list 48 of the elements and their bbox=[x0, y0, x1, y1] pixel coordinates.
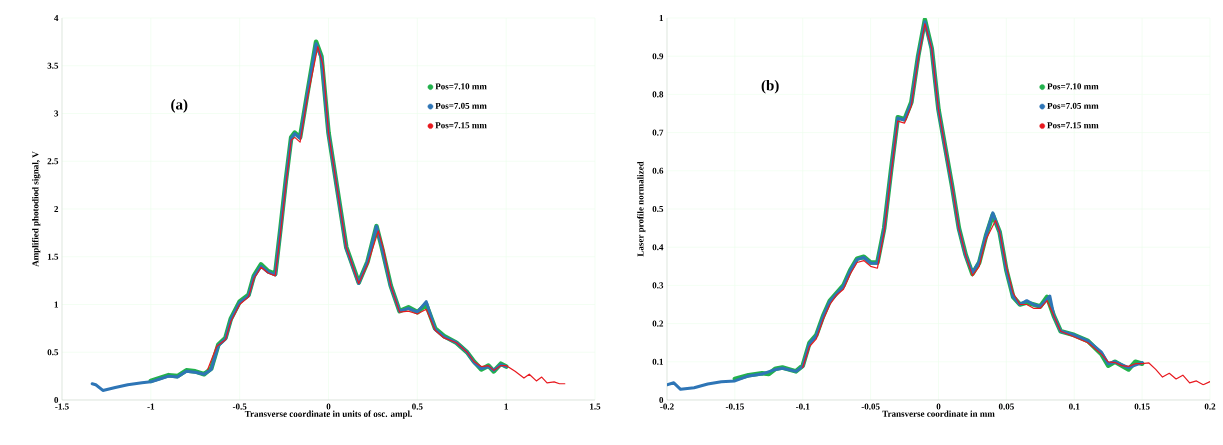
x-tick-label: -0.1 bbox=[795, 403, 810, 410]
y-tick-label: 0.6 bbox=[652, 167, 664, 174]
y-tick-label: 0.3 bbox=[652, 282, 664, 289]
x-tick-label: 1 bbox=[504, 403, 508, 410]
y-tick-label: 0 bbox=[54, 396, 59, 404]
legend-label: Pos=7.15 mm bbox=[435, 122, 487, 129]
x-tick-label: 1.5 bbox=[590, 403, 601, 410]
y-tick-label: 0 bbox=[659, 396, 664, 404]
y-tick-label: 0.5 bbox=[652, 205, 664, 213]
legend-label: Pos=7.05 mm bbox=[435, 102, 487, 109]
x-axis-title: Transverse coordinate in units of osc. ampl. bbox=[244, 410, 412, 419]
x-tick-label: 0 bbox=[936, 403, 941, 410]
x-tick-label: -0.05 bbox=[861, 403, 880, 410]
x-tick-label: 0.5 bbox=[412, 403, 423, 410]
x-tick-label: -1.5 bbox=[55, 403, 69, 410]
annotation: (b) bbox=[761, 79, 779, 94]
y-tick-label: 0.9 bbox=[652, 53, 664, 60]
y-tick-label: 1 bbox=[659, 15, 664, 21]
x-tick-label: 0.2 bbox=[1204, 403, 1216, 410]
y-tick-label: 0.7 bbox=[652, 129, 664, 136]
y-tick-label: 0.8 bbox=[652, 91, 664, 98]
y-tick-label: 0.1 bbox=[652, 358, 664, 365]
x-tick-label: -0.15 bbox=[725, 403, 744, 410]
legend-label: Pos=7.05 mm bbox=[1047, 102, 1099, 109]
y-tick-label: 0.5 bbox=[47, 349, 59, 356]
y-axis-title: Amplified photodiod signal, V bbox=[32, 151, 41, 267]
x-tick-label: -0.2 bbox=[660, 403, 674, 410]
y-tick-label: 3 bbox=[54, 110, 59, 117]
legend-label: Pos=7.10 mm bbox=[1047, 83, 1099, 90]
annotation: (a) bbox=[171, 99, 188, 113]
legend-label: Pos=7.15 mm bbox=[1047, 122, 1099, 129]
y-tick-label: 2.5 bbox=[47, 158, 59, 165]
x-tick-label: 0.15 bbox=[1134, 403, 1150, 410]
y-tick-label: 0.2 bbox=[652, 320, 664, 327]
y-tick-label: 0.4 bbox=[652, 244, 664, 251]
x-tick-label: 0.05 bbox=[998, 403, 1014, 410]
y-tick-label: 4 bbox=[54, 15, 59, 21]
y-tick-label: 1.5 bbox=[47, 253, 59, 260]
x-axis-title: Transverse coordinate in mm bbox=[882, 410, 995, 417]
y-tick-label: 1 bbox=[54, 301, 58, 308]
y-tick-label: 3.5 bbox=[47, 62, 59, 69]
legend-label: Pos=7.10 mm bbox=[435, 83, 487, 90]
x-tick-label: -1 bbox=[147, 403, 155, 410]
x-tick-label: 0 bbox=[326, 403, 331, 410]
x-tick-label: -0.5 bbox=[232, 403, 247, 410]
x-tick-label: 0.1 bbox=[1068, 403, 1080, 410]
y-axis-title: Laser profile normalized bbox=[637, 161, 646, 257]
y-tick-label: 2 bbox=[54, 206, 59, 212]
